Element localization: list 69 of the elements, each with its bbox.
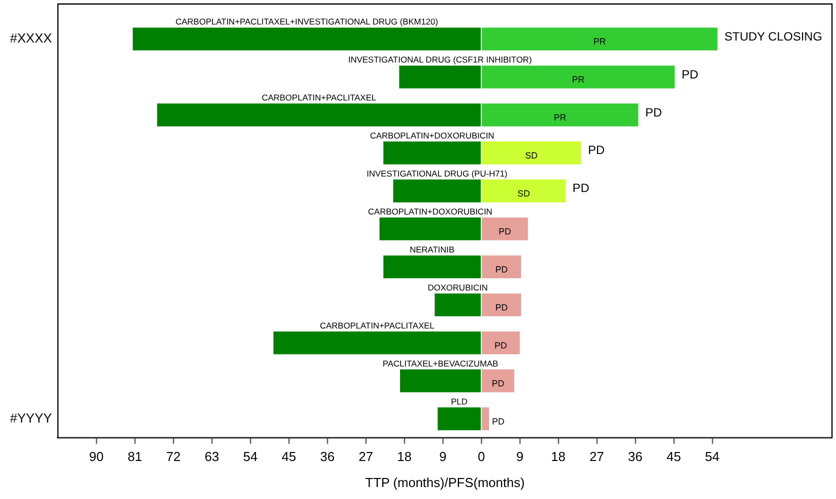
bar bbox=[482, 104, 638, 126]
data-label: CARBOPLATIN+DOXORUBICIN bbox=[368, 206, 492, 217]
data-label: PD bbox=[495, 264, 508, 274]
bar bbox=[482, 407, 490, 430]
x-tick-label: 9 bbox=[439, 449, 446, 464]
x-tick-label: 72 bbox=[166, 449, 181, 464]
bar bbox=[383, 142, 481, 164]
x-tick-label: 54 bbox=[705, 449, 720, 464]
data-label: PR bbox=[593, 36, 606, 46]
y-tick-label: #XXXX bbox=[10, 30, 52, 46]
x-tick-label: 9 bbox=[516, 449, 524, 464]
bar bbox=[482, 293, 522, 316]
data-label: SD bbox=[525, 150, 538, 160]
x-tick-label: 90 bbox=[89, 449, 104, 464]
x-tick-label: 54 bbox=[243, 449, 258, 464]
x-tick-label: 27 bbox=[590, 449, 604, 464]
data-label: DOXORUBICIN bbox=[428, 282, 488, 293]
bar bbox=[482, 142, 581, 164]
bar bbox=[482, 66, 675, 88]
annotation: STUDY CLOSING bbox=[724, 29, 822, 44]
data-label: PR bbox=[554, 112, 567, 122]
bar bbox=[434, 293, 481, 316]
x-tick-label: 18 bbox=[397, 449, 412, 464]
bar bbox=[132, 28, 481, 50]
bar bbox=[482, 255, 522, 278]
data-label: NERATINIB bbox=[410, 244, 455, 255]
bar bbox=[482, 218, 528, 240]
data-label: PD bbox=[498, 226, 512, 236]
bar bbox=[380, 218, 481, 240]
data-label: INVESTIGATIONAL DRUG (CSF1R INHIBITOR) bbox=[348, 54, 532, 65]
bar bbox=[383, 255, 481, 278]
x-tick-label: 0 bbox=[478, 449, 485, 464]
data-label: PD bbox=[494, 340, 508, 350]
x-tick-label: 27 bbox=[358, 449, 374, 464]
data-label: CARBOPLATIN+PACLITAXEL+INVESTIGATIONAL DRUG (BKM120) bbox=[175, 16, 438, 27]
annotation: PD bbox=[645, 105, 662, 120]
x-tick-label: 45 bbox=[282, 449, 296, 464]
data-label: INVESTIGATIONAL DRUG (PU-H71) bbox=[366, 168, 508, 179]
data-label: PACLITAXEL+BEVACIZUMAB bbox=[382, 358, 499, 369]
x-tick-label: 36 bbox=[628, 449, 643, 464]
bar bbox=[482, 180, 566, 202]
data-label: CARBOPLATIN+PACLITAXEL bbox=[320, 320, 435, 331]
bar bbox=[438, 407, 481, 430]
x-tick-label: 45 bbox=[666, 449, 681, 464]
bar bbox=[482, 331, 520, 354]
data-label: PD bbox=[492, 416, 506, 426]
x-tick-label: 18 bbox=[551, 449, 566, 464]
annotation: PD bbox=[588, 143, 605, 158]
x-tick-label: 81 bbox=[128, 449, 142, 464]
bar bbox=[393, 180, 481, 202]
x-tick-label: 63 bbox=[204, 449, 220, 464]
data-label: PR bbox=[572, 74, 585, 84]
bar bbox=[273, 331, 481, 354]
annotation: PD bbox=[682, 67, 699, 82]
data-label: PLD bbox=[450, 396, 468, 407]
bar bbox=[399, 66, 481, 88]
data-label: PD bbox=[495, 302, 508, 312]
data-label: CARBOPLATIN+DOXORUBICIN bbox=[370, 130, 494, 141]
bar bbox=[400, 369, 481, 392]
x-tick-label: 36 bbox=[320, 449, 335, 464]
annotation: PD bbox=[572, 181, 590, 196]
bar bbox=[157, 104, 481, 126]
bar bbox=[482, 369, 514, 392]
data-label: PD bbox=[492, 378, 505, 388]
bar bbox=[482, 28, 718, 50]
x-axis-title: TTP (months)/PFS(months) bbox=[365, 474, 525, 490]
data-label: SD bbox=[517, 188, 530, 198]
y-tick-label: #YYYY bbox=[10, 410, 52, 426]
data-label: CARBOPLATIN+PACLITAXEL bbox=[262, 92, 377, 103]
